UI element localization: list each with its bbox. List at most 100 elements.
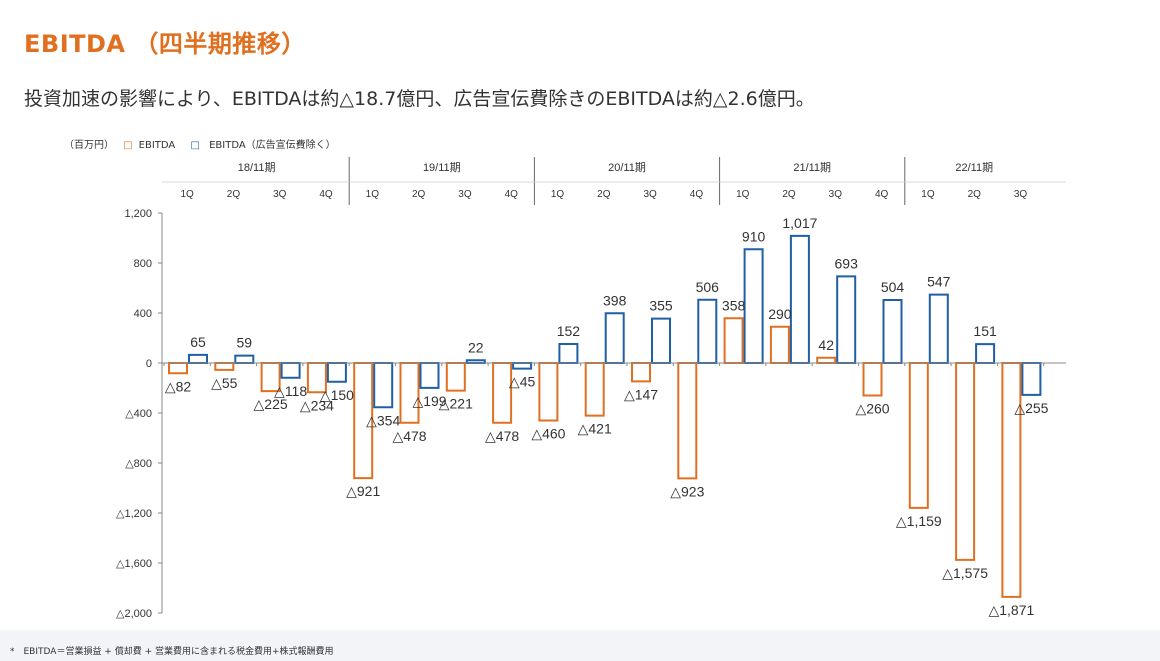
ebitda-value-label: △478 [485, 428, 519, 444]
ebitda-value-label: △421 [578, 421, 612, 437]
ebitda-ex-ad-value-label: 504 [881, 279, 905, 295]
ebitda-value-label: 358 [722, 297, 746, 313]
y-tick-label: △2,000 [116, 608, 152, 620]
ebitda-bar [445, 362, 466, 392]
ebitda-ex-ad-value-label: △354 [366, 412, 400, 428]
quarter-label: 1Q [921, 189, 935, 200]
fiscal-year-label: 18/11期 [238, 161, 276, 174]
chart-subtitle: 投資加速の影響により、EBITDAは約△18.7億円、広告宣伝費除きのEBITD… [24, 88, 815, 110]
legend: （百万円） □ EBITDA □ EBITDA（広告宣伝費除く） [64, 136, 348, 151]
fiscal-year-label: 19/11期 [423, 161, 461, 174]
ebitda-value-label: △147 [624, 386, 658, 402]
ebitda-value-label: △478 [392, 428, 426, 444]
y-tick-label: 1,200 [124, 208, 152, 220]
ebitda-ex-ad-bar [188, 353, 208, 364]
fiscal-year-label: 21/11期 [793, 161, 831, 174]
ebitda-value-label: △55 [211, 375, 238, 391]
ebitda-value-label: △82 [165, 378, 192, 394]
ebitda-ex-ad-bar [882, 299, 903, 364]
ebitda-ex-ad-bar [419, 362, 440, 389]
ebitda-ex-ad-bar [743, 248, 764, 364]
y-tick-label: 800 [134, 258, 152, 270]
ebitda-bar [955, 362, 976, 561]
ebitda-bar [677, 362, 698, 480]
ebitda-bar [816, 356, 837, 364]
ebitda-ex-ad-value-label: 59 [237, 335, 253, 351]
unit-label: （百万円） [64, 140, 114, 151]
quarter-label: 2Q [412, 189, 426, 200]
quarter-label: 4Q [875, 189, 889, 200]
ebitda-bar [908, 362, 929, 509]
ebitda-ex-ad-bar [1021, 362, 1042, 396]
ebitda-bar [168, 362, 188, 375]
footnote: * EBITDA＝営業損益 + 償却費 + 営業費用に含まれる税金費用+株式報酬… [10, 647, 334, 657]
ebitda-ex-ad-value-label: △199 [412, 393, 446, 409]
ebitda-ex-ad-value-label: 910 [742, 228, 766, 244]
ebitda-ex-ad-value-label: 547 [927, 274, 951, 290]
ebitda-ex-ad-bar [373, 362, 394, 409]
quarter-label: 3Q [458, 189, 472, 200]
ebitda-ex-ad-value-label: △118 [274, 383, 307, 399]
quarter-label: 4Q [690, 189, 704, 200]
ebitda-ex-ad-value-label: 22 [468, 339, 484, 355]
ebitda-value-label: △260 [855, 401, 889, 417]
y-tick-label: △400 [125, 408, 152, 420]
ebitda-ex-ad-bar [651, 317, 671, 364]
ebitda-value-label: △225 [254, 396, 288, 412]
quarter-label: 3Q [643, 189, 657, 200]
ebitda-bar [214, 362, 235, 371]
ebitda-ex-ad-value-label: △150 [320, 387, 354, 403]
quarter-label: 1Q [736, 189, 750, 200]
quarter-label: 3Q [829, 189, 843, 200]
ebitda-ex-ad-bar [604, 312, 625, 364]
ebitda-value-label: △460 [531, 426, 565, 442]
ebitda-value-label: △234 [300, 397, 334, 413]
legend-ebitda: □ EBITDA [123, 140, 176, 151]
ebitda-ex-ad-bar [928, 293, 949, 364]
ebitda-ex-ad-value-label: △255 [1014, 400, 1048, 416]
ebitda-bar [584, 362, 605, 417]
legend-ebitda-ex-ad: □ EBITDA（広告宣伝費除く） [190, 140, 336, 151]
ebitda-ex-ad-bar [836, 275, 857, 364]
y-tick-label: 400 [134, 308, 152, 320]
ebitda-value-label: △1,871 [988, 602, 1034, 618]
ebitda-ex-ad-bar [234, 354, 255, 364]
chart-title: EBITDA （四半期推移） [24, 30, 306, 58]
ebitda-bar [492, 362, 513, 424]
fiscal-year-label: 20/11期 [608, 161, 646, 174]
ebitda-ex-ad-bar [558, 343, 579, 364]
quarter-label: 2Q [968, 189, 982, 200]
ebitda-bar [769, 325, 790, 364]
quarter-label: 1Q [366, 189, 380, 200]
ebitda-ex-ad-value-label: 398 [603, 292, 627, 308]
ebitda-ex-ad-bar [789, 234, 810, 364]
ebitda-ex-ad-bar [697, 298, 718, 364]
quarter-label: 4Q [505, 189, 519, 200]
ebitda-ex-ad-value-label: 1,017 [782, 215, 817, 231]
ebitda-ex-ad-value-label: 693 [835, 255, 859, 271]
y-tick-label: 0 [146, 358, 152, 370]
ebitda-ex-ad-value-label: 151 [973, 323, 997, 339]
footer-band [0, 630, 1160, 661]
quarter-label: 3Q [273, 189, 287, 200]
ebitda-value-label: △1,575 [942, 565, 988, 581]
y-tick-label: △1,600 [116, 558, 152, 570]
quarter-label: 4Q [319, 189, 333, 200]
ebitda-ex-ad-bar [280, 362, 301, 379]
ebitda-ex-ad-value-label: 65 [190, 334, 206, 350]
ebitda-bar [862, 362, 883, 397]
ebitda-bar [723, 317, 744, 364]
ebitda-ex-ad-value-label: 355 [649, 298, 673, 314]
quarter-label: 1Q [180, 189, 194, 200]
quarter-label: 2Q [227, 189, 241, 200]
ebitda-value-label: △1,159 [896, 513, 942, 529]
ebitda-value-label: △221 [439, 396, 473, 412]
fiscal-year-label: 22/11期 [955, 161, 993, 174]
quarter-label: 2Q [782, 189, 796, 200]
ebitda-ex-ad-bar [512, 362, 533, 370]
ebitda-value-label: 290 [768, 306, 792, 322]
ebitda-bar [1001, 362, 1022, 598]
ebitda-ex-ad-value-label: 506 [696, 279, 720, 295]
ebitda-ex-ad-bar [326, 362, 347, 383]
quarter-label: 2Q [597, 189, 611, 200]
